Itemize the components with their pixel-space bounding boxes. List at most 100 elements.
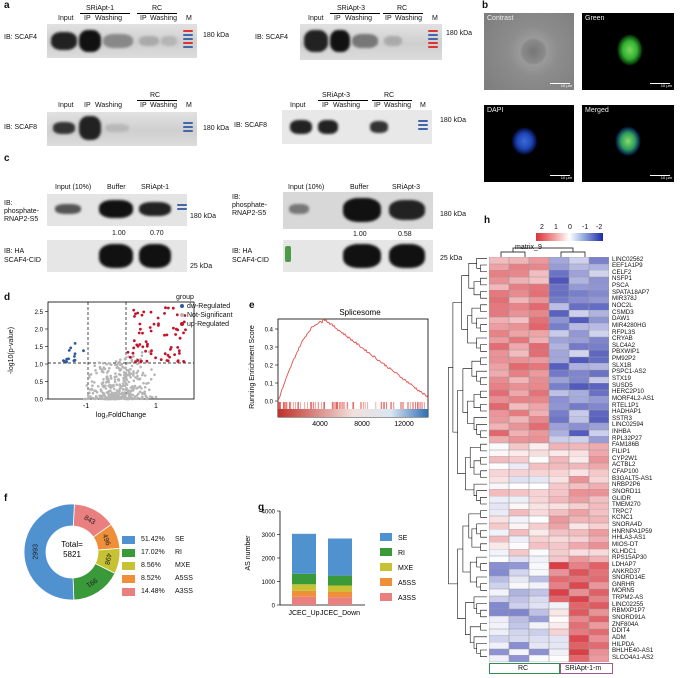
washing-lane-label: Washing: [95, 102, 122, 109]
heatmap-cell: [589, 310, 609, 318]
heatmap-cell: [589, 482, 609, 490]
x-tick: JCEC_Up: [288, 610, 319, 617]
ip-lane-label: IP: [322, 102, 329, 109]
point-up-regulated: [166, 353, 170, 357]
point-not-significant: [108, 366, 111, 370]
heatmap-cell: [549, 635, 569, 643]
legend-swatch: [122, 561, 135, 570]
heatmap-cell: [549, 628, 569, 636]
heatmap-cell: [569, 642, 589, 650]
point-not-significant: [135, 387, 138, 390]
heatmap-cell: [589, 316, 609, 324]
heatmap-cell: [549, 416, 569, 424]
heatmap-cell: [509, 363, 529, 371]
point-not-significant: [141, 397, 144, 400]
heatmap-cell: [509, 343, 529, 351]
heatmap-cell: [569, 369, 589, 377]
gene-label: RPS15AP30: [612, 554, 647, 562]
heatmap-cell: [549, 310, 569, 318]
heatmap-cell: [489, 356, 509, 364]
legend-label: SE: [175, 536, 185, 543]
heatmap-cell: [509, 562, 529, 570]
heatmap-cell: [549, 422, 569, 431]
point-down-regulated: [69, 346, 73, 350]
heatmap-cell: [529, 276, 549, 285]
heatmap-cell: [489, 515, 509, 524]
donut-slices: [23, 503, 121, 601]
point-not-significant: [118, 392, 121, 396]
heatmap-cell: [489, 349, 509, 358]
gene-label: TRPM2-AS: [612, 594, 644, 602]
kda-label: 180 kDa: [446, 30, 473, 37]
legend-marker: [180, 322, 184, 326]
rc-header: RC: [150, 92, 161, 99]
heatmap-cell: [509, 476, 529, 484]
heatmap-cell: [529, 363, 549, 371]
point-not-significant: [112, 387, 116, 391]
heatmap-cell: [589, 509, 609, 517]
point-not-significant: [138, 385, 142, 388]
point-down-regulated: [65, 357, 69, 361]
heatmap-cell: [509, 356, 529, 364]
heatmap-cell: [509, 303, 529, 311]
heatmap-cell: [569, 296, 589, 304]
heatmap-cell: [589, 323, 609, 331]
heatmap-cell: [529, 535, 549, 543]
heatmap-cell: [509, 489, 529, 497]
gsea-plot: Splicesome Running Enrichment Score 0.00…: [249, 308, 429, 428]
heatmap-cell: [549, 349, 569, 358]
point-not-significant: [140, 351, 144, 354]
heatmap-cell: [489, 622, 509, 630]
ib-label: IB: HA: [4, 248, 25, 255]
point-not-significant: [122, 384, 126, 387]
point-not-significant: [123, 391, 126, 394]
point-not-significant: [132, 379, 136, 383]
group-box-apt: [560, 663, 613, 674]
heatmap-cell: [549, 542, 569, 550]
heatmap-cell: [569, 349, 589, 358]
heatmap-cell: [529, 655, 549, 663]
point-not-significant: [141, 392, 144, 395]
heatmap-cell: [589, 562, 609, 570]
legend-label: A5SS: [175, 575, 193, 582]
washing-lane-label: Washing: [150, 15, 177, 22]
legend-item: 8.52% A5SS: [122, 572, 193, 585]
heatmap-cell: [569, 615, 589, 623]
heatmap-cell: [549, 489, 569, 497]
heatmap-cell: [489, 323, 509, 331]
heatmap-cell: [509, 595, 529, 603]
heatmap-cell: [569, 489, 589, 497]
heatmap-cell: [509, 608, 529, 616]
heatmap-cell: [489, 655, 509, 663]
ip-lane-label: IP: [374, 102, 381, 109]
kda-label: 180 kDa: [190, 213, 217, 220]
heatmap-cell: [489, 303, 509, 311]
heatmap-cell: [569, 509, 589, 517]
point-not-significant: [136, 374, 139, 378]
point-not-significant: [110, 391, 114, 395]
heatmap-cell: [589, 515, 609, 524]
gene-label: EEF1A1P9: [612, 262, 643, 270]
heatmap-cell: [489, 396, 509, 404]
gene-label: MIR378J: [612, 295, 637, 303]
point-not-significant: [120, 384, 124, 388]
heatmap-cell: [549, 642, 569, 650]
heatmap-cell: [529, 356, 549, 364]
heatmap-cell: [589, 456, 609, 464]
x-labels: JCEC_Up JCEC_Down: [288, 610, 360, 617]
legend-item: 51.42% SE: [122, 533, 193, 546]
heatmap-cell: [529, 482, 549, 490]
heatmap-cell: [589, 555, 609, 563]
heatmap-cell: [549, 429, 569, 437]
heatmap-cell: [529, 456, 549, 464]
legend-label: MXE: [398, 565, 414, 572]
point-up-regulated: [139, 327, 142, 331]
point-up-regulated: [154, 356, 157, 360]
point-not-significant: [90, 380, 94, 383]
heatmap-cell: [569, 449, 589, 457]
group-label-apt: SRiApt-1-m: [565, 665, 602, 672]
x-tick: 12000: [394, 421, 414, 428]
heatmap-cell: [569, 515, 589, 524]
point-not-significant: [131, 388, 135, 391]
point-not-significant: [118, 369, 122, 372]
